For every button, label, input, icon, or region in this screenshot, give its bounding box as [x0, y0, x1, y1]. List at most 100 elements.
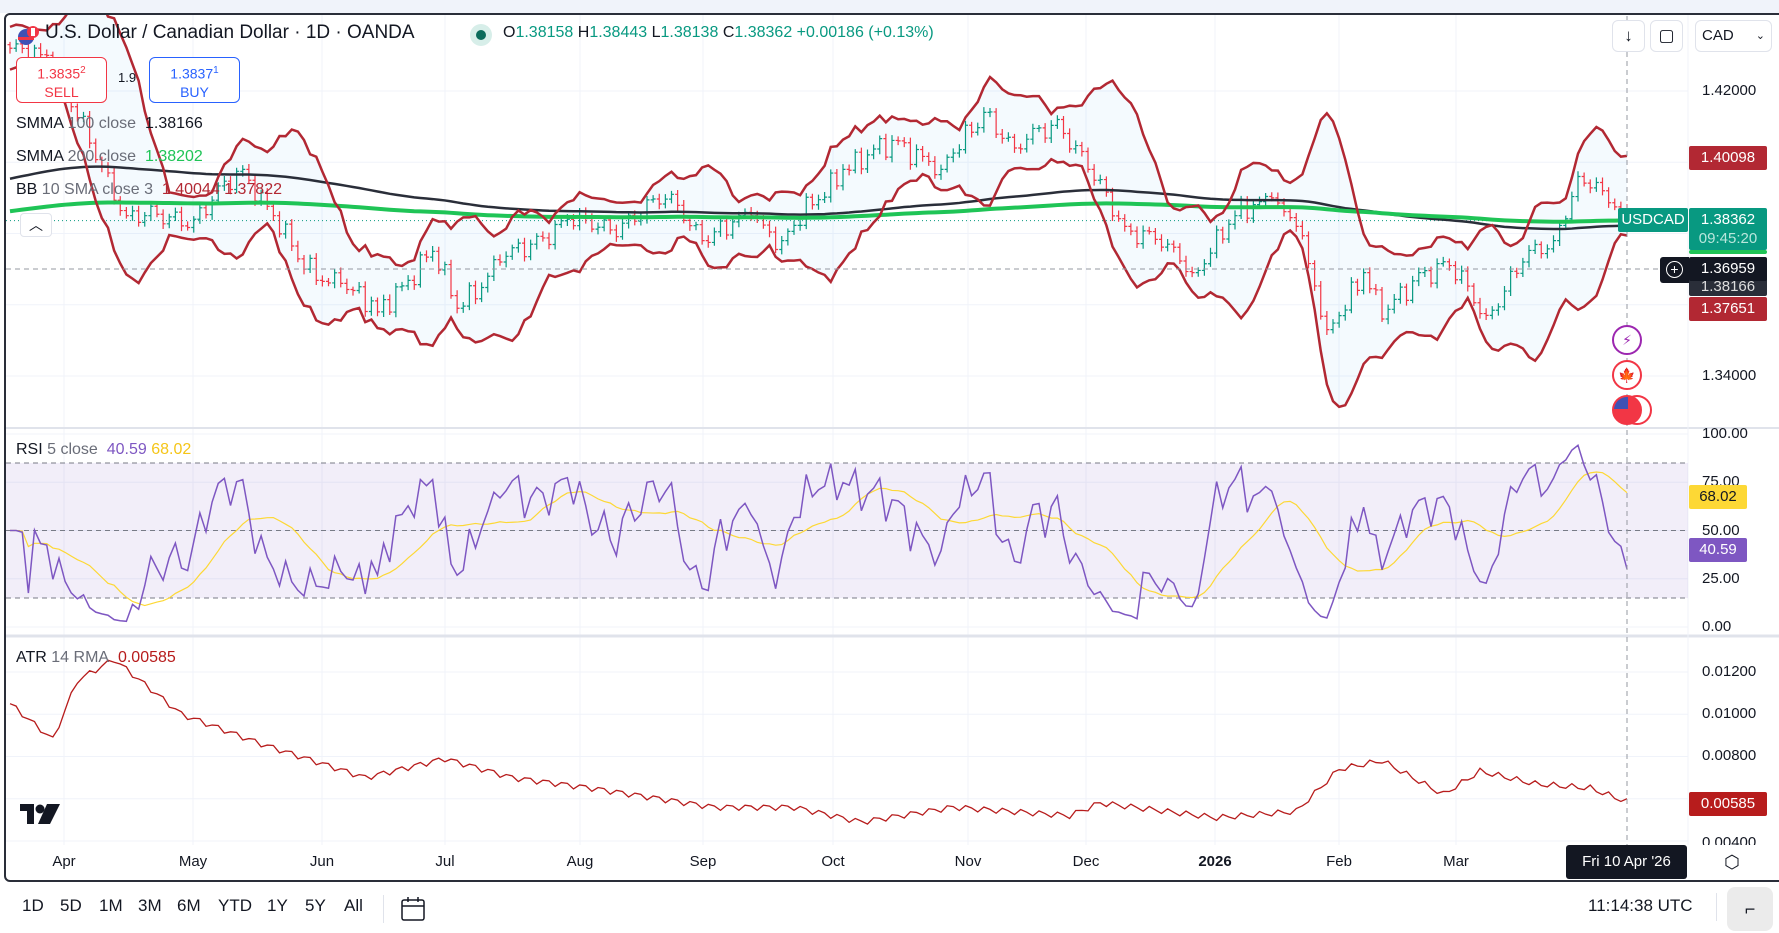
ohlc-bar: [338, 267, 344, 288]
range-button-1d[interactable]: 1D: [22, 896, 44, 915]
range-button-6m[interactable]: 6M: [177, 896, 201, 915]
legend-params: 5 close: [47, 441, 98, 458]
atr-badge: 0.00585: [1689, 792, 1767, 816]
rsi-pane[interactable]: [6, 444, 1688, 623]
ohlc-bar: [1146, 226, 1152, 235]
ohlc-bar: [730, 216, 736, 239]
legend-atr[interactable]: ATR 14 RMA 0.00585: [16, 649, 176, 667]
range-button-1m[interactable]: 1M: [99, 896, 123, 915]
ohlc-bar: [1140, 225, 1146, 249]
legend-bb[interactable]: BB 10 SMA close 3 1.40044 1.37822: [16, 181, 282, 199]
ohlc-bar: [809, 193, 815, 210]
collapse-legend-button[interactable]: ︿: [20, 213, 52, 237]
range-button-all[interactable]: All: [344, 896, 363, 915]
ohlc-bar: [1042, 123, 1048, 143]
ohlc-bar: [1600, 177, 1605, 196]
ohlc-bar: [160, 209, 166, 229]
ohlc-bar: [1422, 266, 1428, 278]
ohlc-bar: [601, 217, 607, 232]
legend-value: 1.38202: [144, 148, 203, 165]
chevron-up-icon: ︿: [29, 217, 43, 233]
ohlc-bar: [166, 213, 172, 229]
ohlc-bar: [822, 191, 828, 204]
ohlc-bar: [1073, 140, 1079, 154]
divider: [1716, 893, 1717, 921]
ohlc-bar: [1226, 219, 1232, 243]
ohlc-bar: [509, 244, 515, 260]
ohlc-bar: [277, 211, 282, 238]
range-button-5y[interactable]: 5Y: [305, 896, 326, 915]
symbol-title[interactable]: U.S. Dollar / Canadian Dollar · 1D · OAN…: [45, 22, 415, 43]
ohlc-bar: [944, 154, 950, 173]
range-button-1y[interactable]: 1Y: [267, 896, 288, 915]
ohlc-bar: [1397, 282, 1403, 304]
ohlc-bar: [332, 268, 338, 289]
ohlc-bar: [319, 275, 325, 287]
atr-pane[interactable]: [9, 659, 1628, 825]
ohlc-bar: [803, 193, 809, 230]
go-to-date-button[interactable]: [400, 896, 428, 927]
clock[interactable]: 11:14:38 UTC: [1588, 896, 1693, 915]
ohlc-bar: [215, 182, 221, 204]
scroll-to-latest-button[interactable]: ↓: [1612, 20, 1645, 52]
rsi-line: [10, 444, 1628, 623]
legend-smma100[interactable]: SMMA 100 close 1.38166: [16, 115, 203, 133]
ohlc-bar: [1471, 283, 1477, 306]
range-button-ytd[interactable]: YTD: [218, 896, 252, 915]
ohlc-bar: [699, 219, 705, 245]
canada-event-icon[interactable]: 🍁: [1612, 360, 1642, 390]
range-button-3m[interactable]: 3M: [138, 896, 162, 915]
add-alert-button[interactable]: +: [1660, 257, 1689, 283]
ohlc-bar: [773, 226, 779, 254]
ohlc-bar: [117, 196, 123, 216]
month-label: Mar: [1443, 853, 1469, 870]
ohlc-bar: [503, 251, 509, 268]
ohlc-bar: [1312, 260, 1318, 291]
ohlc-bar: [956, 144, 962, 158]
ohlc-bar: [436, 246, 442, 275]
price-pane[interactable]: [6, 0, 1630, 409]
ohlc-bar: [375, 297, 380, 317]
maximize-chart-button[interactable]: ⌐: [1727, 887, 1773, 931]
symbol-badge: USDCAD: [1618, 208, 1688, 232]
legend-smma200[interactable]: SMMA 200 close 1.38202: [16, 148, 203, 166]
month-label: Jul: [435, 853, 455, 870]
ohlc-bar: [491, 255, 497, 282]
ohlc-bar: [1287, 208, 1293, 222]
ohlc-bar: [13, 39, 19, 52]
tradingview-logo[interactable]: [20, 804, 64, 831]
range-button-5d[interactable]: 5D: [60, 896, 82, 915]
us-event-icon[interactable]: [1612, 395, 1642, 425]
sell-button[interactable]: 1.38352 SELL: [16, 57, 107, 103]
ohlc-bar: [466, 282, 472, 311]
ohlc-bar: [871, 144, 877, 160]
ohlc-bar: [1361, 268, 1367, 295]
usd-cad-flag-icon: [16, 24, 40, 46]
ohlc-bar: [834, 168, 840, 190]
ohlc-bar: [221, 176, 227, 191]
price-axis-label: 1.34000: [1702, 367, 1757, 384]
ohlc-bar: [1079, 141, 1085, 157]
fullscreen-button[interactable]: ▢: [1650, 20, 1683, 52]
month-label: Feb: [1326, 853, 1352, 870]
ohlc-bar: [1440, 256, 1446, 267]
buy-button[interactable]: 1.38371 BUY: [149, 57, 240, 103]
events-lightning-icon[interactable]: ⚡: [1612, 325, 1642, 355]
ohlc-bar: [1250, 199, 1256, 223]
ohlc-bar: [1508, 266, 1514, 297]
ohlc-bar: [522, 237, 527, 262]
settings-hex-icon[interactable]: ⬡: [1724, 852, 1740, 872]
ohlc-bar: [1018, 143, 1024, 154]
legend-value: 1.38166: [144, 115, 203, 132]
ohlc-bar: [368, 296, 374, 316]
ohlc-bar: [1416, 267, 1422, 287]
ohlc-bar: [993, 108, 999, 139]
ohlc-bar: [620, 218, 625, 240]
ohlc-bar: [1551, 235, 1556, 253]
currency-select[interactable]: CAD ⌄: [1695, 20, 1772, 52]
legend-rsi[interactable]: RSI 5 close 40.59 68.02: [16, 441, 191, 459]
ohlc-bar: [528, 239, 534, 261]
ohlc-bar: [1208, 247, 1213, 267]
ohlc-bar: [705, 235, 711, 248]
